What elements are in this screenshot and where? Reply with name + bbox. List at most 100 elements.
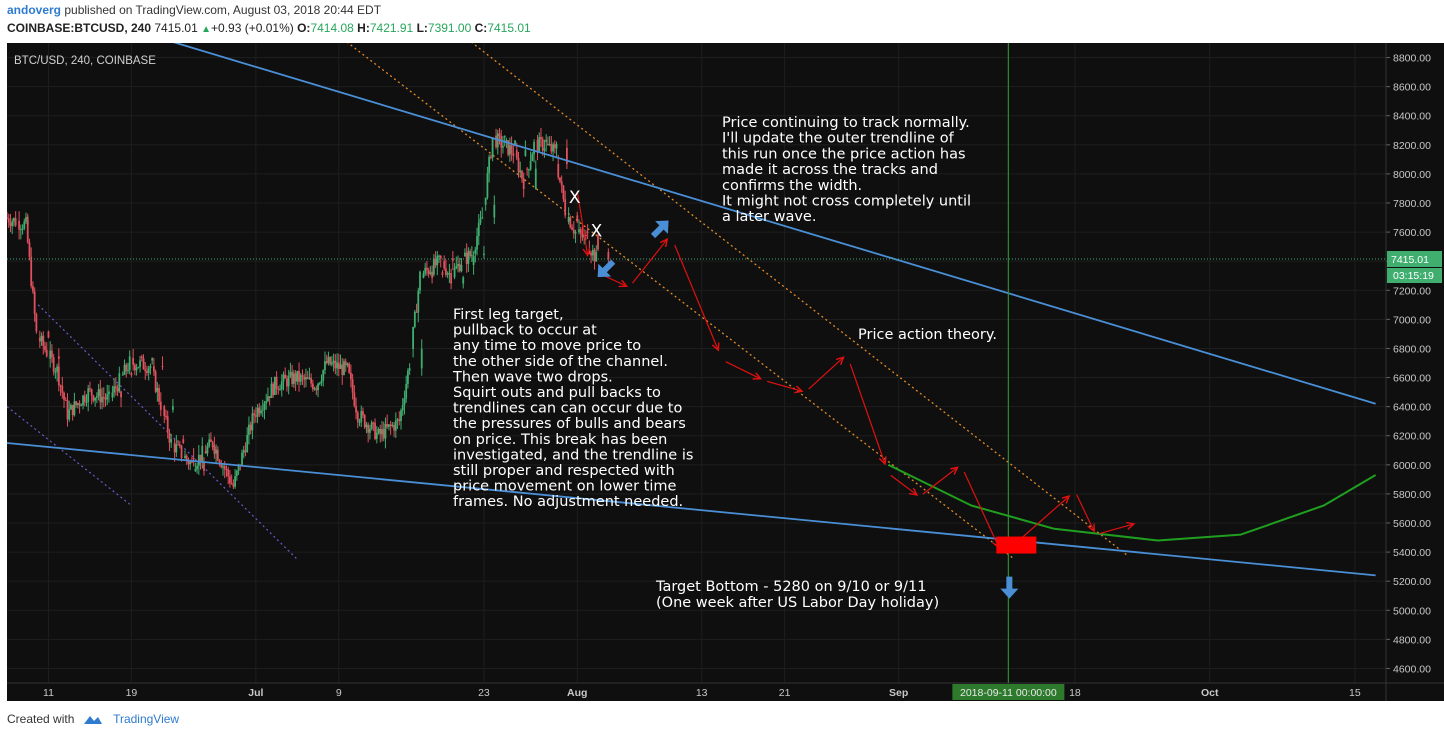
tradingview-logo-icon — [83, 715, 102, 724]
candle-body — [116, 388, 119, 392]
candle-body — [417, 290, 420, 313]
published-text: published on TradingView.com, August 03,… — [64, 3, 382, 17]
candle-body — [476, 236, 478, 250]
annotation-line: the other side of the channel. — [453, 354, 668, 370]
candle-body — [158, 388, 160, 402]
candle-body — [522, 178, 525, 189]
candle-body — [455, 266, 458, 269]
candle-body — [356, 412, 359, 422]
price-tick-label: 5400.00 — [1393, 547, 1431, 559]
tradingview-link[interactable]: TradingView — [113, 712, 180, 726]
candle-body — [529, 161, 532, 170]
blue-arrow-icon-shape — [650, 220, 669, 239]
candle-body — [308, 377, 311, 379]
candle-body — [75, 401, 78, 405]
theory-curve — [887, 463, 1377, 542]
candle-body — [261, 409, 264, 411]
candle-body — [149, 366, 152, 369]
candle-body — [368, 428, 371, 433]
annotation-line: It might not cross completely until — [722, 194, 971, 210]
candle-body — [349, 372, 352, 380]
candle-body — [310, 377, 313, 384]
time-tick-label: Sep — [889, 687, 908, 699]
candle-body — [244, 450, 247, 452]
candle-body — [562, 185, 565, 200]
candle-body — [18, 220, 20, 230]
candle-body — [287, 375, 290, 387]
candle-body — [607, 252, 610, 260]
candle-body — [28, 242, 31, 257]
candle-body — [52, 357, 55, 372]
candle-body — [13, 218, 15, 222]
candle-body — [201, 445, 204, 462]
candle-body — [249, 424, 252, 431]
candle-body — [465, 252, 468, 264]
candle-body — [517, 157, 520, 173]
price-tick-label: 4600.00 — [1393, 663, 1431, 675]
candle-body — [467, 251, 470, 264]
candle-body — [199, 454, 202, 462]
blue-arrow-icon — [650, 220, 669, 239]
candle-body — [443, 260, 446, 269]
candle-body — [384, 423, 387, 439]
candle-body — [303, 376, 306, 380]
candle-body — [553, 144, 556, 148]
candle-body — [394, 420, 397, 431]
candle-body — [534, 168, 537, 189]
candle-body — [56, 366, 59, 372]
price-tick-label: 6200.00 — [1393, 431, 1431, 443]
candle-body — [533, 141, 535, 155]
candle-body — [154, 371, 157, 392]
candle-body — [282, 374, 285, 382]
candle-body — [263, 403, 266, 410]
annotation-line: Price continuing to track normally. — [722, 115, 970, 131]
price-axis-background — [1386, 43, 1444, 701]
candle-body — [540, 137, 542, 140]
candle-body — [379, 428, 382, 435]
time-tick-label: 13 — [696, 687, 708, 699]
cursor-date-label-bg — [952, 684, 1065, 700]
candle-body — [515, 150, 518, 158]
candle-body — [139, 360, 141, 367]
candle-body — [180, 445, 183, 459]
candle-body — [258, 407, 261, 414]
candle-body — [120, 391, 122, 398]
candle-body — [597, 235, 599, 250]
trendline-lower — [7, 442, 1376, 577]
candle-body — [451, 258, 454, 261]
candle-body — [339, 364, 342, 369]
candle-body — [90, 389, 93, 396]
blue-arrow-icon-shape — [597, 259, 616, 278]
candle-body — [178, 444, 181, 446]
candle-body — [389, 424, 392, 426]
published-line: andoverg published on TradingView.com, A… — [7, 3, 381, 17]
candle-body — [519, 170, 522, 173]
candle-body — [85, 401, 88, 403]
candle-body — [268, 396, 271, 398]
candle-body — [40, 335, 43, 342]
candle-body — [38, 337, 41, 342]
last-price-label: 7415.01 — [1391, 254, 1429, 266]
candle-body — [508, 145, 511, 155]
candle-body — [32, 286, 34, 292]
candle-body — [408, 368, 411, 371]
candle-body — [241, 452, 243, 466]
candle-body — [189, 461, 192, 465]
price-tick-label: 7600.00 — [1393, 227, 1431, 239]
countdown-label-bg — [1387, 267, 1442, 283]
candle-body — [305, 377, 307, 380]
candle-body — [113, 386, 116, 393]
candle-body — [546, 143, 549, 145]
author-link[interactable]: andoverg — [7, 3, 62, 17]
candle-body — [272, 383, 275, 395]
candle-body — [362, 411, 364, 416]
candle-body — [337, 362, 340, 369]
low-value: 7391.00 — [427, 21, 472, 35]
candle-body — [559, 177, 561, 182]
time-tick-label: 15 — [1349, 687, 1361, 699]
candle-body — [298, 370, 300, 382]
candle-body — [63, 392, 65, 400]
annotation-note-target: Target Bottom - 5280 on 9/10 or 9/11 (One… — [655, 579, 939, 611]
candle-body — [227, 469, 230, 477]
